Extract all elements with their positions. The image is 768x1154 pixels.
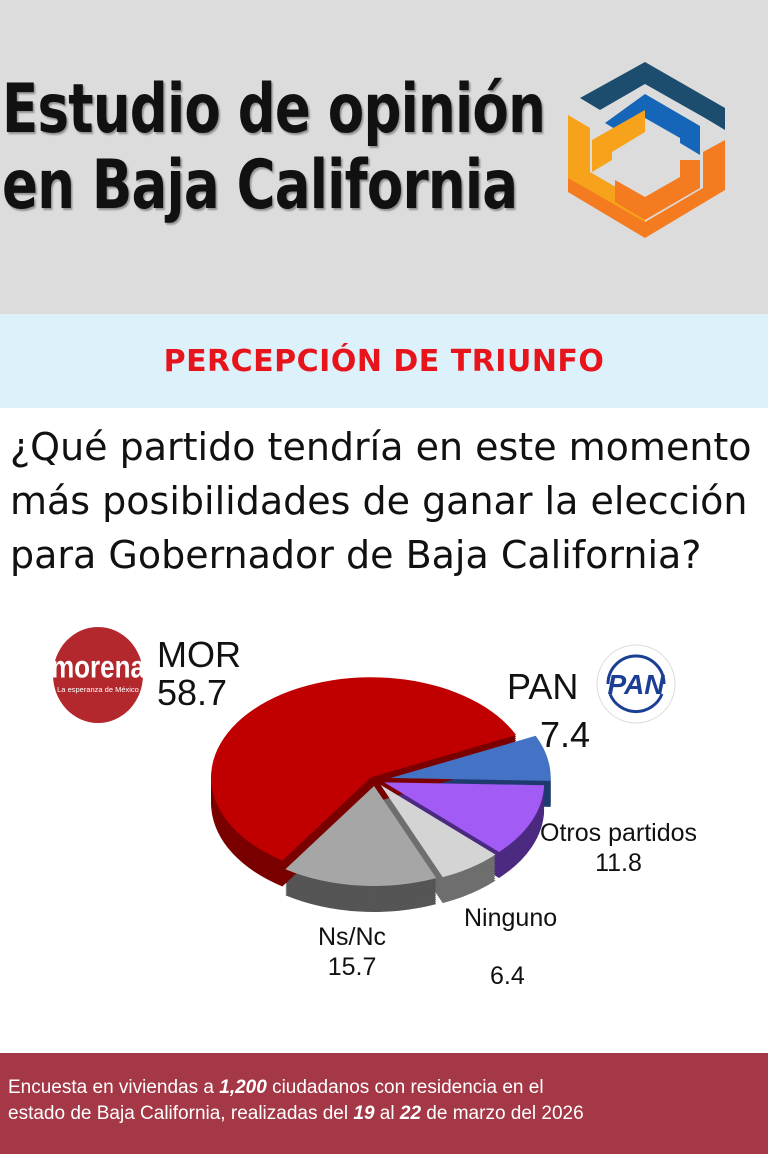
section-banner: PERCEPCIÓN DE TRIUNFO [0,314,768,408]
pie-slice-ninguno [380,784,496,878]
pie-svg [211,677,551,912]
survey-question: ¿Qué partido tendría en este momento más… [10,425,752,577]
label-otros: Otros partidos 11.8 [540,819,698,877]
pan-logo-text: PAN [607,669,665,700]
label-ninguno-value: 6.4 [490,962,525,990]
pie-slice-otrospartidos [384,782,545,852]
footer-note: Encuesta en viviendas a 1,200 ciudadanos… [0,1053,768,1154]
section-title: PERCEPCIÓN DE TRIUNFO [163,343,605,379]
label-mor: MOR 58.7 [157,634,241,713]
label-pan-name: PAN [507,666,579,707]
pie-chart: morena La esperanza de México PAN MOR 58.… [0,600,768,1040]
label-nsnc: Ns/Nc 15.7 [318,923,387,981]
pie-slice-pan [390,735,551,781]
morena-logo-icon: morena La esperanza de México [52,627,144,723]
brand-logo-icon [568,62,725,238]
pan-logo-icon: PAN [596,644,676,724]
page-title: Estudio de opinión en Baja California [2,70,546,225]
pie-slice-mor [211,677,517,861]
footer-line-2: estado de Baja California, realizadas de… [8,1103,584,1124]
morena-logo-tagline: La esperanza de México [57,685,139,694]
title-line-2: en Baja California [2,146,518,225]
footer-line-1: Encuesta en viviendas a 1,200 ciudadanos… [8,1077,544,1098]
title-line-1: Estudio de opinión [2,70,546,149]
label-pan-value: 7.4 [540,714,591,755]
label-ninguno-name: Ninguno [464,904,558,932]
header: Estudio de opinión en Baja California [0,0,768,314]
morena-logo-text: morena [52,650,144,685]
pie-slice-nsnc [285,785,437,886]
